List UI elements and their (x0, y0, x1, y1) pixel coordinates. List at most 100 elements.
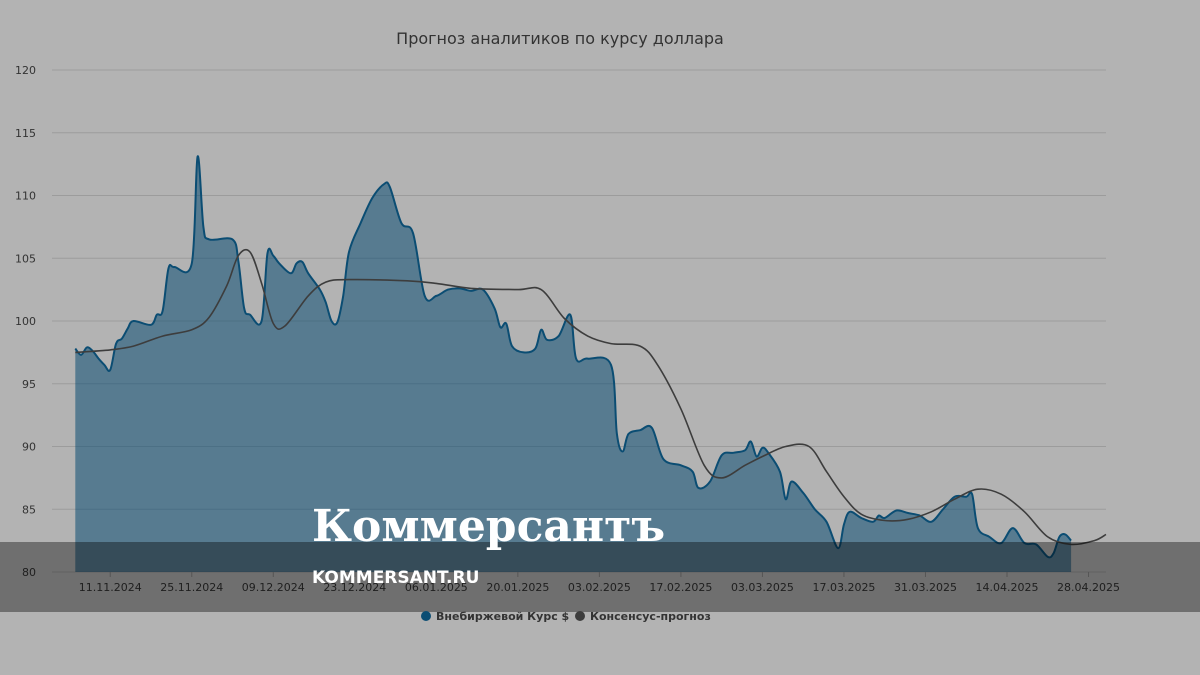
data-point (876, 513, 882, 519)
x-tick-label: 31.03.2025 (894, 581, 957, 594)
legend-item[interactable]: Внебиржевой Курс $ (421, 610, 569, 623)
data-point (532, 346, 538, 352)
data-point (515, 287, 521, 293)
x-axis: 11.11.2024 25.11.2024 09.12.2024 23.12.2024… (79, 572, 1120, 594)
data-point (299, 259, 305, 265)
data-point (975, 525, 981, 531)
data-point (975, 486, 981, 492)
legend-marker (421, 611, 431, 621)
data-point (381, 181, 387, 187)
series-consensus (75, 248, 1107, 546)
y-tick-label: 85 (22, 503, 36, 516)
data-point (695, 485, 701, 491)
data-point (538, 287, 544, 293)
data-point (323, 299, 329, 305)
x-tick-label: 17.02.2025 (649, 581, 712, 594)
data-point (626, 431, 632, 437)
data-point (247, 249, 253, 255)
data-point (812, 506, 818, 512)
x-tick-label: 23.12.2024 (323, 581, 386, 594)
data-point (200, 224, 206, 230)
data-point (952, 496, 958, 502)
data-point (987, 534, 993, 540)
data-point (742, 447, 748, 453)
data-point (637, 343, 643, 349)
watermark-band (0, 542, 1200, 612)
data-point (882, 518, 888, 524)
data-point (556, 333, 562, 339)
data-point (620, 449, 626, 455)
data-point (800, 490, 806, 496)
data-point (585, 333, 591, 339)
data-point (777, 469, 783, 475)
y-tick-label: 115 (15, 127, 36, 140)
data-point (806, 444, 812, 450)
data-point (445, 287, 451, 293)
data-point (433, 293, 439, 299)
data-point (119, 336, 125, 342)
data-point (893, 508, 899, 514)
data-point (468, 285, 474, 291)
y-tick-label: 95 (22, 378, 36, 391)
data-point (171, 264, 177, 270)
series-area (75, 156, 1072, 572)
data-point (841, 494, 847, 500)
data-point (521, 349, 527, 355)
data-point (160, 308, 166, 314)
x-tick-label: 09.12.2024 (242, 581, 305, 594)
data-point (573, 356, 579, 362)
data-point (96, 356, 102, 362)
data-point (369, 195, 375, 201)
chart-title: Прогноз аналитиков по курсу доллара (396, 29, 724, 48)
data-point (538, 327, 544, 333)
x-tick-label: 03.03.2025 (731, 581, 794, 594)
data-point (783, 444, 789, 450)
y-tick-label: 120 (15, 64, 36, 77)
data-point (84, 344, 90, 350)
x-tick-label: 20.01.2025 (486, 581, 549, 594)
data-point (433, 280, 439, 286)
data-point (719, 475, 725, 481)
legend: Внебиржевой Курс $ Консенсус-прогноз (421, 610, 711, 623)
data-point (655, 362, 661, 368)
series-otc-rate (74, 154, 1072, 572)
y-tick-label: 100 (15, 315, 36, 328)
series-line (74, 155, 1072, 559)
data-point (509, 343, 515, 349)
data-point (259, 280, 265, 286)
data-point (387, 184, 393, 190)
data-point (282, 323, 288, 329)
x-tick-label: 17.03.2025 (812, 581, 875, 594)
data-point (358, 220, 364, 226)
data-point (678, 406, 684, 412)
x-tick-label: 14.04.2025 (976, 581, 1039, 594)
data-point (422, 293, 428, 299)
data-point (270, 253, 276, 259)
plot-area (74, 154, 1107, 572)
data-point (1045, 534, 1051, 540)
data-point (614, 431, 620, 437)
legend-label: Консенсус-прогноз (590, 610, 711, 623)
data-point (847, 509, 853, 515)
data-point (334, 319, 340, 325)
data-point (154, 312, 160, 318)
data-point (649, 425, 655, 431)
x-tick-label: 25.11.2024 (160, 581, 223, 594)
data-point (195, 154, 201, 160)
data-point (789, 479, 795, 485)
y-axis: 80 85 90 95 100 105 110 115 120 (15, 64, 36, 579)
y-tick-label: 110 (15, 190, 36, 203)
data-point (323, 279, 329, 285)
data-point (101, 362, 107, 368)
x-tick-label: 28.04.2025 (1057, 581, 1120, 594)
legend-label: Внебиржевой Курс $ (436, 610, 569, 623)
data-point (678, 462, 684, 468)
legend-item[interactable]: Консенсус-прогноз (575, 610, 711, 623)
data-point (189, 260, 195, 266)
data-point (759, 454, 765, 460)
data-point (1056, 534, 1062, 540)
data-point (759, 445, 765, 451)
data-point (247, 312, 253, 318)
